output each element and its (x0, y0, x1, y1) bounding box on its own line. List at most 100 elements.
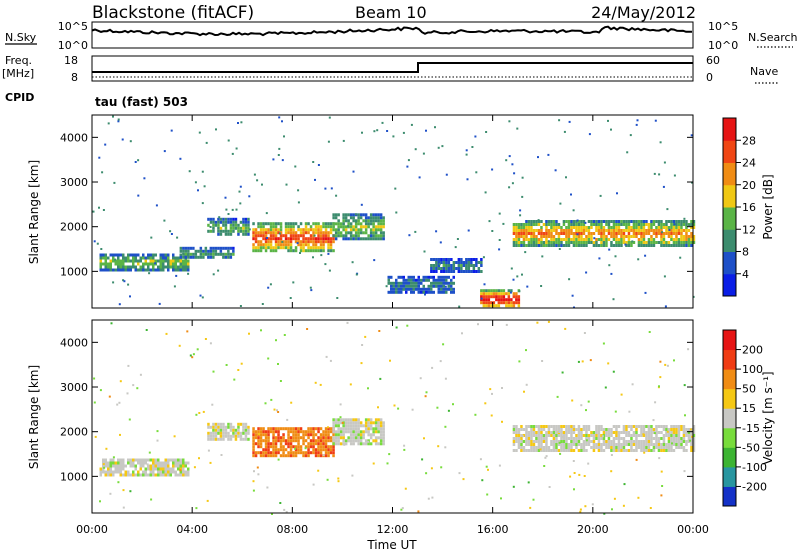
velocity-cell-r4 (670, 443, 673, 446)
power-cell-r0 (112, 253, 115, 257)
velocity-cell-r4 (570, 446, 573, 449)
power-cell-r3 (309, 240, 313, 244)
velocity-noise-cell (523, 390, 525, 393)
velocity-cell-r2 (277, 436, 280, 440)
velocity-noise-cell (648, 331, 651, 333)
x-tick-1: 04:00 (176, 523, 208, 536)
power-cell-r6 (472, 258, 476, 261)
power-cell-r0 (137, 259, 140, 263)
power-cell-r3 (274, 249, 278, 253)
power-cell-r8 (577, 226, 581, 229)
power-cell-r8 (582, 220, 586, 223)
power-cell-r6 (472, 267, 476, 270)
velocity-cell-r4 (635, 431, 638, 434)
velocity-cell-r4 (612, 443, 616, 446)
velocity-cell-r1 (234, 428, 238, 432)
power-cell-r4 (332, 222, 335, 226)
velocity-cell-r1 (234, 437, 238, 441)
velocity-cell-r2 (289, 430, 293, 434)
power-cell-r3 (319, 243, 323, 247)
power-cell-r8 (622, 229, 626, 232)
power-noise-cell (92, 210, 95, 213)
velocity-cell-r3 (362, 433, 365, 437)
power-cell-r8 (567, 226, 571, 229)
velocity-cell-r3 (342, 439, 345, 443)
velocity-cell-r0 (179, 467, 182, 471)
power-cell-r8 (522, 229, 526, 232)
power-noise-cell (519, 214, 522, 217)
velocity-cell-r2 (324, 430, 328, 434)
velocity-cell-r0 (157, 470, 160, 474)
velocity-cell-r2 (299, 448, 303, 452)
power-cell-r2 (229, 223, 233, 227)
velocity-cell-r0 (184, 464, 187, 468)
power-cell-r8 (685, 232, 688, 235)
power-cell-r7 (497, 289, 501, 293)
power-noise-cell (509, 291, 512, 294)
power-cell-r0 (119, 259, 122, 263)
power-cell-r8 (515, 229, 518, 232)
velocity-cell-r4 (672, 434, 676, 437)
power-noise-cell (381, 121, 384, 124)
power-cell-r3 (319, 249, 323, 253)
power-cell-r3 (259, 225, 263, 229)
power-cell-r3 (304, 249, 308, 253)
power-cell-r8 (662, 223, 666, 226)
velocity-cell-r4 (655, 428, 658, 431)
power-cell-r4 (364, 237, 368, 241)
velocity-cell-r0 (169, 470, 172, 474)
velocity-cell-r2 (309, 433, 313, 437)
power-cell-r8 (647, 244, 651, 247)
power-cell-r5 (435, 284, 438, 288)
power-cell-r6 (447, 267, 451, 270)
power-cell-r7 (502, 289, 506, 293)
velocity-cell-r0 (132, 461, 135, 465)
power-cell-r0 (177, 265, 180, 269)
velocity-cell-r0 (187, 473, 190, 477)
velocity-cell-r1 (224, 425, 228, 429)
power-noise-cell (518, 290, 521, 293)
velocity-cell-r4 (570, 440, 573, 443)
velocity-noise-cell (337, 477, 340, 480)
power-cell-r8 (615, 241, 618, 244)
power-cell-r8 (657, 232, 661, 235)
power-cell-r7 (487, 298, 491, 302)
power-cell-r3 (314, 246, 318, 250)
power-cell-r3 (282, 240, 285, 244)
velocity-cell-r3 (337, 433, 340, 437)
power-cell-r8 (582, 244, 586, 247)
velocity-cell-r2 (292, 427, 295, 431)
power-cell-r8 (690, 244, 693, 247)
velocity-cell-r4 (647, 437, 651, 440)
power-cell-r8 (562, 232, 566, 235)
velocity-cell-r4 (640, 428, 643, 431)
power-cell-r0 (112, 256, 115, 260)
velocity-cell-r4 (610, 428, 613, 431)
power-noise-cell (121, 138, 124, 141)
velocity-cell-r4 (562, 440, 566, 443)
velocity-cell-r4 (600, 446, 603, 449)
power-cell-r8 (685, 235, 688, 238)
velocity-cell-r2 (322, 439, 325, 443)
power-cell-r8 (580, 238, 583, 241)
power-cell-r0 (187, 268, 190, 272)
power-noise-cell (608, 248, 611, 251)
power-cell-r3 (252, 222, 255, 226)
velocity-noise-cell (444, 446, 447, 449)
velocity-noise-cell (581, 360, 584, 363)
power-cell-r8 (692, 235, 696, 238)
velocity-cell-r2 (252, 436, 255, 440)
velocity-noise-cell (556, 395, 559, 398)
velocity-cell-r2 (274, 448, 278, 452)
power-cell-r4 (382, 222, 385, 226)
power-cell-r8 (560, 232, 563, 235)
velocity-cell-r4 (650, 431, 653, 434)
velocity-cell-r1 (207, 422, 210, 426)
power-cell-r8 (612, 229, 616, 232)
power-cell-r3 (327, 243, 330, 247)
power-cell-r0 (184, 262, 187, 266)
velocity-cell-r0 (159, 473, 162, 477)
velocity-cell-r4 (630, 425, 633, 428)
velocity-cell-r4 (562, 446, 566, 449)
power-cell-r0 (172, 265, 175, 269)
